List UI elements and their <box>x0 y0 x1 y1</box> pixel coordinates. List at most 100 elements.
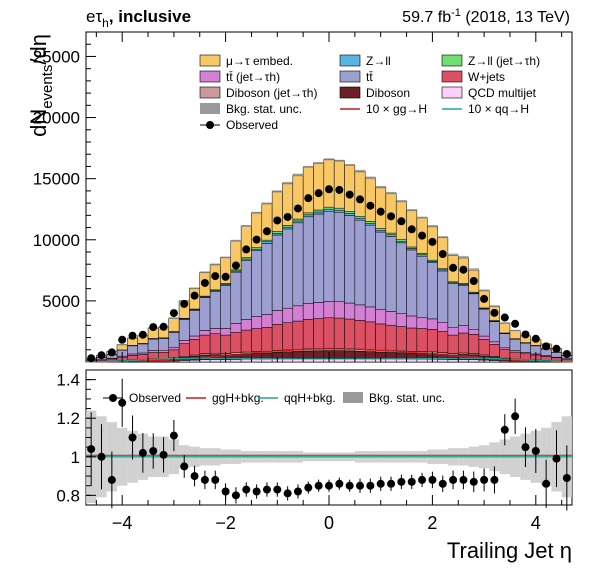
bar-4-9 <box>179 340 189 343</box>
bar-4-26 <box>355 305 365 321</box>
bar-5-6 <box>148 339 158 350</box>
ratio-point-40 <box>501 426 509 434</box>
bar-3-4 <box>127 355 137 359</box>
ratio-point-31 <box>408 478 416 486</box>
unc-main-17 <box>262 202 272 204</box>
bar-8-18 <box>272 191 282 231</box>
bar-3-15 <box>241 330 251 352</box>
legend-ratio-label-2: qqH+bkg. <box>284 391 336 405</box>
ratio-point-6 <box>149 447 157 455</box>
bar-7-22 <box>313 210 323 212</box>
bar-5-23 <box>324 211 334 301</box>
unc-main-3 <box>117 344 127 346</box>
bar-6-25 <box>345 214 355 216</box>
bar-5-12 <box>210 292 220 329</box>
bar-8-27 <box>365 178 375 222</box>
bar-0-12 <box>210 360 220 362</box>
legend-main-swatch-2 <box>442 55 462 66</box>
unc-main-22 <box>313 162 323 164</box>
bar-5-13 <box>220 285 230 328</box>
bar-5-22 <box>313 214 323 302</box>
bar-4-16 <box>251 317 261 329</box>
bar-0-11 <box>200 360 210 362</box>
bar-3-35 <box>448 335 458 354</box>
ratio-point-9 <box>180 462 188 470</box>
obs-point-2 <box>108 348 116 356</box>
unc-main-30 <box>396 200 406 202</box>
bar-5-8 <box>169 332 179 347</box>
legend-main: μ→τ embed. Z→ll Z→ll (jet→τh) tt̄ (jet→τh) t… <box>200 54 540 132</box>
bar-1-30 <box>396 353 406 359</box>
x-axis-title: Trailing Jet η <box>447 538 572 563</box>
legend-ratio-label-3: Bkg. stat. unc. <box>369 391 445 405</box>
legend-main-label-0: μ→τ embed. <box>226 54 293 68</box>
unc-main-38 <box>479 289 489 291</box>
obs-point-22 <box>315 189 323 197</box>
obs-point-20 <box>294 204 302 212</box>
bar-3-14 <box>231 332 241 352</box>
obs-point-33 <box>428 238 436 246</box>
bar-7-25 <box>345 212 355 214</box>
ratio-y-tick-label-0: 0.8 <box>56 486 80 505</box>
bar-5-37 <box>469 294 479 329</box>
obs-point-1 <box>98 351 106 359</box>
bar-3-24 <box>334 318 344 348</box>
bar-3-44 <box>541 356 551 360</box>
bar-3-41 <box>510 352 520 359</box>
ratio-point-39 <box>490 476 498 484</box>
bar-4-40 <box>500 348 510 350</box>
ratio-point-28 <box>377 480 385 488</box>
bar-5-15 <box>241 260 251 319</box>
bar-0-17 <box>262 359 272 362</box>
bar-5-29 <box>386 236 396 311</box>
y-tick-label-1: 10000 <box>33 231 80 250</box>
ratio-point-36 <box>459 476 467 484</box>
bar-4-8 <box>169 347 179 350</box>
bar-3-7 <box>158 352 168 358</box>
ratio-point-21 <box>304 484 312 492</box>
y-tick-label-2: 15000 <box>33 170 80 189</box>
bar-4-37 <box>469 329 479 334</box>
unc-main-16 <box>251 212 261 214</box>
obs-point-28 <box>377 208 385 216</box>
ratio-point-30 <box>397 478 405 486</box>
bar-5-36 <box>458 285 468 325</box>
ratio-point-18 <box>273 486 281 494</box>
ratio-y-tick-label-2: 1.2 <box>56 409 80 428</box>
ratio-point-45 <box>552 455 560 463</box>
legend-main-label-9: Bkg. stat. unc. <box>226 102 302 116</box>
bar-4-23 <box>324 301 334 317</box>
bar-3-23 <box>324 318 334 348</box>
ratio-point-27 <box>366 482 374 490</box>
bar-3-34 <box>438 332 448 353</box>
ratio-point-14 <box>232 491 240 499</box>
bar-4-19 <box>282 308 292 323</box>
bar-0-14 <box>231 359 241 362</box>
bar-4-28 <box>376 310 386 324</box>
legend-main-swatch-9 <box>200 103 220 114</box>
unc-main-33 <box>427 225 437 227</box>
bar-3-25 <box>345 319 355 349</box>
ratio-y-tick-label-1: 1 <box>71 448 80 467</box>
bar-4-27 <box>365 307 375 322</box>
legend-main-swatch-1 <box>340 55 360 66</box>
bar-4-35 <box>448 328 458 335</box>
bar-4-24 <box>334 302 344 318</box>
bar-5-33 <box>427 263 437 319</box>
bar-3-40 <box>500 350 510 359</box>
ratio-point-11 <box>201 476 209 484</box>
unc-main-15 <box>241 225 251 227</box>
ratio-point-46 <box>563 474 571 482</box>
ratio-point-13 <box>222 488 230 496</box>
obs-point-16 <box>253 236 261 244</box>
bar-5-21 <box>303 217 313 304</box>
bar-1-19 <box>282 352 292 359</box>
bar-1-24 <box>334 351 344 359</box>
legend-main-label-11: 10 × qq→H <box>468 102 529 116</box>
bar-3-46 <box>562 359 572 361</box>
bar-7-18 <box>272 232 282 234</box>
bar-5-45 <box>551 352 561 357</box>
ratio-point-12 <box>211 476 219 484</box>
ratio-point-41 <box>511 412 519 420</box>
